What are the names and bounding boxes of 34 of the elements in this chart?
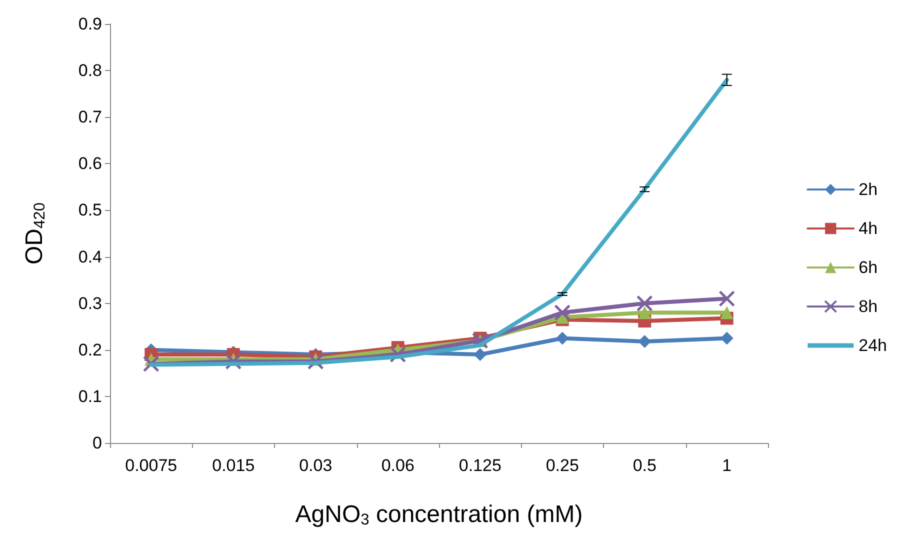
point xyxy=(718,290,736,307)
y-tick-label: 0.4 xyxy=(78,247,102,266)
y-tick-label: 0 xyxy=(92,434,102,452)
x-tick-label: 0.03 xyxy=(299,456,332,475)
y-axis-title: OD420 xyxy=(21,202,48,265)
point xyxy=(636,295,653,312)
x-tick-label: 1 xyxy=(722,456,732,475)
y-tick-label: 0.2 xyxy=(78,340,102,360)
legend-label: 4h xyxy=(858,219,878,238)
point xyxy=(638,335,652,348)
point xyxy=(720,332,734,345)
y-tick-label: 0.9 xyxy=(78,14,102,34)
x-tick-label: 0.015 xyxy=(212,456,255,475)
y-tick-label: 0.1 xyxy=(78,386,102,406)
y-tick-label: 0.7 xyxy=(78,108,102,127)
point xyxy=(556,332,569,345)
x-tick-label: 0.06 xyxy=(381,456,414,475)
y-tick-label: 0.8 xyxy=(78,61,102,80)
point xyxy=(720,306,734,320)
x-axis-title: AgNO3 concentration (mM) xyxy=(295,500,583,528)
x-tick-label: 0.25 xyxy=(546,456,579,475)
point xyxy=(474,348,487,362)
x-tick-label: 0.0075 xyxy=(125,456,178,475)
point xyxy=(554,304,571,321)
y-tick-label: 0.6 xyxy=(78,154,102,174)
legend-label: 6h xyxy=(858,258,878,277)
x-tick-label: 0.5 xyxy=(632,456,656,475)
y-tick-label: 0.5 xyxy=(78,200,102,220)
legend-label: 24h xyxy=(858,336,888,355)
legend-label: 2h xyxy=(858,180,878,199)
y-tick-label: 0.3 xyxy=(78,294,102,313)
legend-label: 8h xyxy=(858,297,878,316)
point xyxy=(638,306,652,320)
x-tick-label: 0.125 xyxy=(458,456,502,475)
